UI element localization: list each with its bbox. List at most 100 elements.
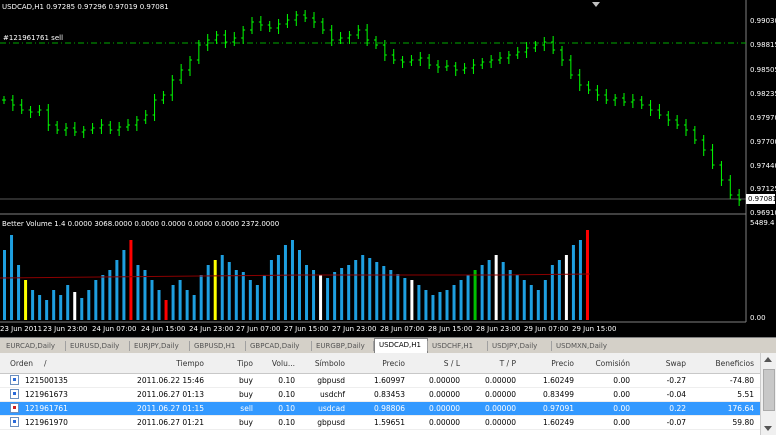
scroll-up-icon[interactable] bbox=[764, 357, 772, 362]
tab-eurjpy-daily[interactable]: EURJPY,Daily bbox=[134, 342, 179, 350]
column-header-order[interactable]: Orden bbox=[10, 359, 33, 368]
price-chart-area[interactable]: USDCAD,H1 0.97285 0.97296 0.97019 0.9708… bbox=[0, 0, 776, 337]
volume-bar bbox=[389, 270, 393, 320]
volume-bar bbox=[466, 275, 470, 320]
volume-bar bbox=[529, 285, 533, 320]
volume-bar bbox=[248, 280, 252, 320]
sort-indicator: / bbox=[44, 359, 47, 368]
volume-bar bbox=[227, 262, 231, 320]
time-tick: 27 Jun 07:00 bbox=[236, 325, 281, 333]
volume-bar bbox=[157, 290, 161, 320]
column-header-volume[interactable]: Volu... bbox=[271, 359, 295, 368]
tab-separator bbox=[427, 341, 428, 351]
volume-bar bbox=[59, 295, 63, 320]
volume-bar bbox=[115, 260, 119, 320]
volume-bar bbox=[543, 280, 547, 320]
column-header-profit[interactable]: Beneficios bbox=[715, 359, 754, 368]
volume-bar bbox=[452, 285, 456, 320]
volume-bar bbox=[431, 295, 435, 320]
column-header-current-price[interactable]: Precio bbox=[551, 359, 574, 368]
tab-eurgbp-daily[interactable]: EURGBP,Daily bbox=[316, 342, 365, 350]
volume-bar bbox=[487, 260, 491, 320]
volume-cell: 0.10 bbox=[278, 404, 295, 413]
tab-gbpcad-daily[interactable]: GBPCAD,Daily bbox=[250, 342, 300, 350]
volume-ma-line bbox=[0, 273, 591, 279]
volume-bar bbox=[241, 272, 245, 320]
commission-cell: 0.00 bbox=[613, 418, 630, 427]
volume-bar bbox=[501, 262, 505, 320]
column-header-symbol[interactable]: Símbolo bbox=[314, 359, 345, 368]
tab-eurusd-daily[interactable]: EURUSD,Daily bbox=[70, 342, 120, 350]
volume-bar bbox=[417, 285, 421, 320]
volume-bar bbox=[382, 266, 386, 320]
volume-bar bbox=[361, 255, 365, 320]
volume-bar bbox=[108, 270, 112, 320]
column-header-swap[interactable]: Swap bbox=[665, 359, 686, 368]
volume-bar bbox=[24, 280, 28, 320]
volume-bar bbox=[255, 285, 259, 320]
volume-bar bbox=[52, 290, 56, 320]
volume-bar bbox=[536, 290, 540, 320]
order-id-cell: 121961761 bbox=[25, 404, 68, 413]
volume-bar bbox=[206, 265, 210, 320]
volume-bar bbox=[234, 270, 238, 320]
volume-bar bbox=[80, 298, 84, 320]
volume-bar bbox=[578, 240, 582, 320]
buy-order-icon bbox=[10, 417, 19, 427]
stop-loss-cell: 0.00000 bbox=[428, 376, 460, 385]
take-profit-cell: 0.00000 bbox=[484, 404, 516, 413]
volume-bar bbox=[585, 230, 589, 320]
volume-bar bbox=[164, 300, 168, 320]
volume-bar bbox=[269, 260, 273, 320]
table-row[interactable]: 121961673 2011.06.27 01:13 buy 0.10 usdchf 0.… bbox=[0, 388, 760, 402]
table-header: Orden / Tiempo Tipo Volu... Símbolo Prec… bbox=[0, 353, 760, 374]
volume-bar bbox=[550, 265, 554, 320]
swap-cell: -0.27 bbox=[666, 376, 686, 385]
volume-bar bbox=[333, 272, 337, 320]
order-id-cell: 121961970 bbox=[25, 418, 68, 427]
time-tick: 24 Jun 15:00 bbox=[141, 325, 186, 333]
time-tick: 27 Jun 15:00 bbox=[284, 325, 329, 333]
scroll-down-icon[interactable] bbox=[764, 426, 772, 431]
table-row[interactable]: 121500135 2011.06.22 15:46 buy 0.10 gbpusd 1.… bbox=[0, 374, 760, 388]
volume-bar bbox=[73, 292, 77, 320]
scrollbar-thumb[interactable] bbox=[763, 369, 775, 411]
time-tick: 28 Jun 07:00 bbox=[380, 325, 425, 333]
time-tick: 29 Jun 07:00 bbox=[524, 325, 569, 333]
column-header-tp[interactable]: T / P bbox=[499, 359, 516, 368]
table-row[interactable]: 121961970 2011.06.27 01:21 buy 0.10 gbpusd 1.… bbox=[0, 416, 760, 430]
symbol-cell: gbpusd bbox=[317, 418, 345, 427]
tab-gbpusd-h1[interactable]: GBPUSD,H1 bbox=[194, 342, 236, 350]
volume-bar bbox=[129, 240, 133, 320]
column-header-price[interactable]: Precio bbox=[382, 359, 405, 368]
tab-eurcad-daily[interactable]: EURCAD,Daily bbox=[6, 342, 56, 350]
time-tick: 27 Jun 23:00 bbox=[332, 325, 377, 333]
table-row[interactable]: 121961761 2011.06.27 01:15 sell 0.10 usdcad 0… bbox=[0, 402, 760, 416]
column-header-sl[interactable]: S / L bbox=[443, 359, 460, 368]
swap-cell: -0.04 bbox=[666, 390, 686, 399]
tab-separator bbox=[65, 341, 66, 351]
column-header-commission[interactable]: Comisión bbox=[595, 359, 630, 368]
stop-loss-cell: 0.00000 bbox=[428, 418, 460, 427]
tab-usdjpy-daily[interactable]: USDJPY,Daily bbox=[492, 342, 538, 350]
tab-usdcad-h1[interactable]: USDCAD,H1 bbox=[374, 338, 428, 353]
orders-scrollbar[interactable] bbox=[760, 353, 776, 435]
volume-bar bbox=[262, 275, 266, 320]
tab-usdmxn-daily[interactable]: USDMXN,Daily bbox=[556, 342, 607, 350]
time-tick: 29 Jun 15:00 bbox=[572, 325, 617, 333]
profit-cell: 5.51 bbox=[737, 390, 754, 399]
volume-bar bbox=[220, 255, 224, 320]
volume-bar bbox=[480, 265, 484, 320]
volume-bar bbox=[122, 250, 126, 320]
type-cell: buy bbox=[239, 418, 253, 427]
tab-usdchf-h1[interactable]: USDCHF,H1 bbox=[432, 342, 474, 350]
commission-cell: 0.00 bbox=[613, 404, 630, 413]
column-header-type[interactable]: Tipo bbox=[237, 359, 253, 368]
chart-canvas[interactable] bbox=[0, 0, 776, 337]
volume-bar bbox=[564, 255, 568, 320]
chart-tabs-bar: EURCAD,Daily EURUSD,Daily EURJPY,Daily GBPU… bbox=[0, 337, 776, 353]
column-header-time[interactable]: Tiempo bbox=[176, 359, 204, 368]
volume-bar bbox=[459, 280, 463, 320]
time-cell: 2011.06.27 01:13 bbox=[137, 390, 204, 399]
volume-bar bbox=[312, 270, 316, 320]
